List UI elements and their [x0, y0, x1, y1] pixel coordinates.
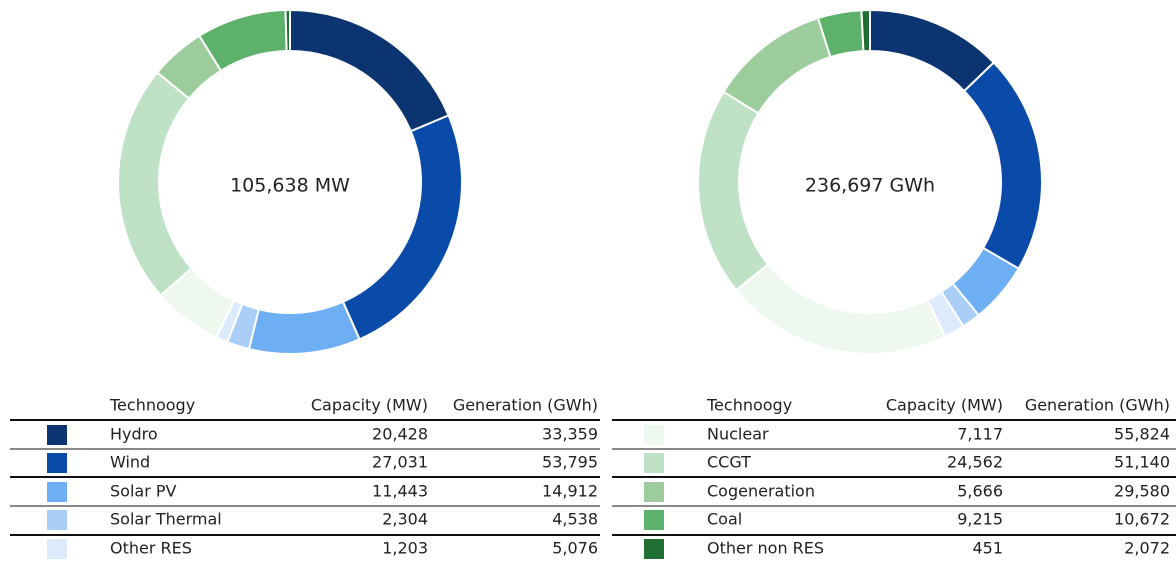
legend-swatch	[644, 510, 664, 530]
donut-segment	[860, 8, 871, 53]
legend-swatch	[644, 482, 664, 502]
generation-value: 14,912	[542, 482, 598, 501]
generation-value: 29,580	[1114, 482, 1170, 501]
legend-swatch	[644, 453, 664, 473]
generation-value: 2,072	[1124, 539, 1170, 558]
capacity-value: 11,443	[372, 482, 428, 501]
donut-segment	[869, 8, 996, 93]
legend-swatch	[47, 510, 67, 530]
technology-name: Coal	[707, 510, 742, 529]
capacity-value: 20,428	[372, 425, 428, 444]
donut-segment	[247, 300, 361, 355]
legend-swatch	[644, 539, 664, 559]
table-header: Technoogy	[109, 396, 195, 415]
legend-swatch	[47, 453, 67, 473]
table-header: Generation (GWh)	[1025, 396, 1170, 415]
donut-segment	[734, 262, 947, 355]
table-header: Generation (GWh)	[453, 396, 598, 415]
legend-swatch	[47, 539, 67, 559]
technology-name: Wind	[110, 453, 150, 472]
technology-name: Cogeneration	[707, 482, 815, 501]
technology-name: Solar Thermal	[110, 510, 222, 529]
technology-name: Hydro	[110, 425, 158, 444]
legend-swatch	[47, 482, 67, 502]
center-label: 105,638 MW	[230, 175, 350, 197]
legend-swatch	[47, 425, 67, 445]
capacity-value: 5,666	[957, 482, 1003, 501]
generation-value: 33,359	[542, 425, 598, 444]
donut-segment	[697, 90, 770, 292]
technology-name: Other non RES	[707, 539, 824, 558]
generation-value: 55,824	[1114, 425, 1170, 444]
capacity-value: 9,215	[957, 510, 1003, 529]
capacity-value: 7,117	[957, 425, 1003, 444]
capacity-value: 1,203	[382, 539, 428, 558]
capacity-value: 2,304	[382, 510, 428, 529]
donut-segment	[962, 61, 1043, 270]
capacity-value: 27,031	[372, 453, 428, 472]
generation-value: 4,538	[552, 510, 598, 529]
legend-swatch	[644, 425, 664, 445]
donut-segment	[284, 8, 291, 53]
generation-value: 5,076	[552, 539, 598, 558]
table-header: Technoogy	[706, 396, 792, 415]
capacity-value: 24,562	[947, 453, 1003, 472]
table-header: Capacity (MW)	[311, 396, 428, 415]
center-label: 236,697 GWh	[805, 175, 935, 197]
generation-value: 10,672	[1114, 510, 1170, 529]
technology-name: Nuclear	[707, 425, 769, 444]
table-header: Capacity (MW)	[886, 396, 1003, 415]
technology-name: Other RES	[110, 539, 192, 558]
donut-segment	[117, 71, 193, 297]
generation-value: 53,795	[542, 453, 598, 472]
donut-segment	[722, 16, 832, 115]
donut-segment	[341, 114, 463, 341]
technology-name: CCGT	[707, 453, 751, 472]
technology-name: Solar PV	[110, 482, 177, 501]
generation-value: 51,140	[1114, 453, 1170, 472]
capacity-value: 451	[972, 539, 1003, 558]
donut-segment	[289, 8, 450, 133]
